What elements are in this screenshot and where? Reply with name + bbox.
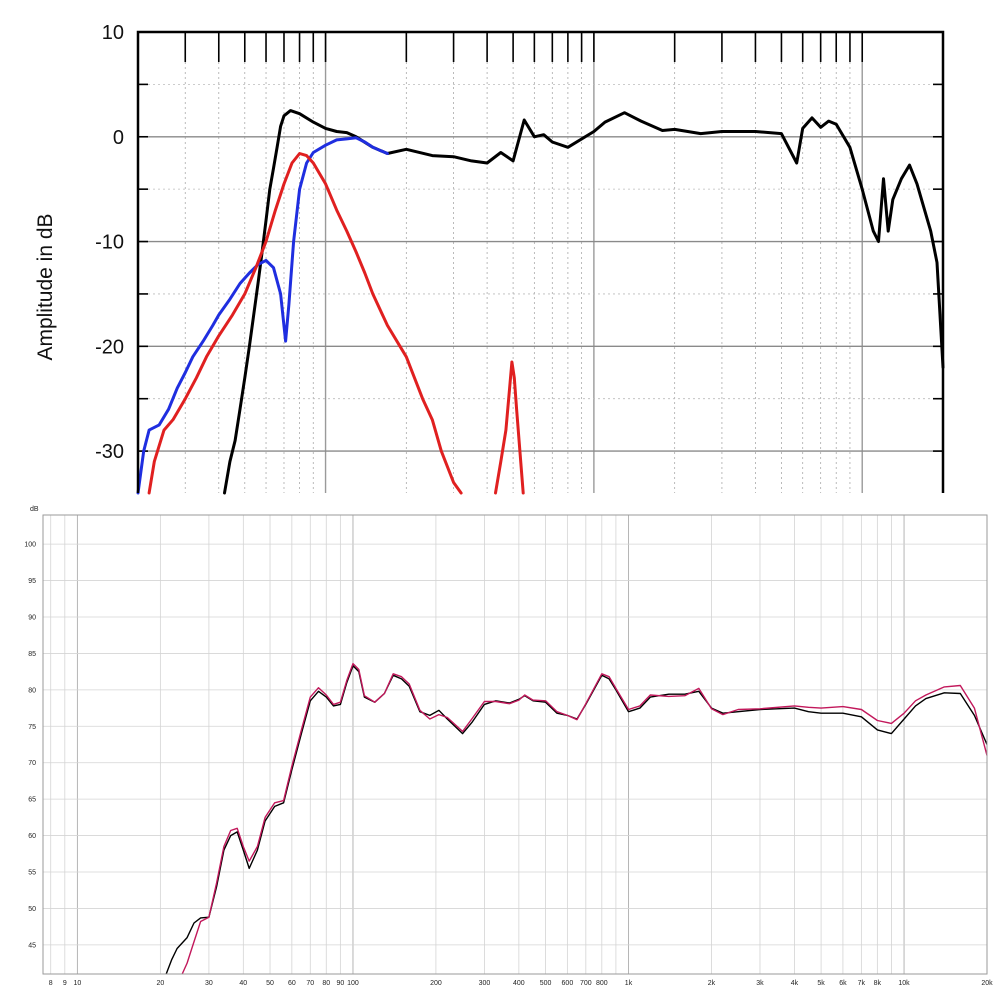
x-tick-label: 4k xyxy=(791,980,799,987)
y-tick-label: 85 xyxy=(28,651,36,658)
y-tick-label: 70 xyxy=(28,760,36,767)
x-tick-label: 400 xyxy=(513,980,525,987)
series-line-2 xyxy=(181,662,988,975)
x-tick-label: 7k xyxy=(858,980,866,987)
x-tick-label: 300 xyxy=(479,980,491,987)
y-tick-label: 0 xyxy=(113,127,124,149)
spl-chart: 100 95 90 85 80 75 70 65 60 55 50 45 8 9 10 20 30 40 50 60… xyxy=(0,497,1000,1000)
y-tick-label: 95 xyxy=(28,578,36,585)
x-tick-label: 8k xyxy=(874,980,882,987)
plot-frame xyxy=(42,514,988,975)
y-tick-label: 80 xyxy=(28,687,36,694)
plot-frame xyxy=(136,30,945,493)
y-axis-label: Amplitude in dB xyxy=(34,213,57,360)
x-tick-label: 10k xyxy=(898,980,910,987)
y-tick-label: 100 xyxy=(24,542,36,549)
x-tick-label: 20k xyxy=(981,980,993,987)
amplitude-chart: 10 0 -10 -20 -30 Amplitude in dB xyxy=(0,0,1000,495)
series-line-4 xyxy=(494,360,525,495)
x-tick-label: 90 xyxy=(336,980,344,987)
y-axis-unit-label: dB xyxy=(30,506,39,513)
y-tick-label: -30 xyxy=(95,441,124,463)
x-tick-label: 10 xyxy=(74,980,82,987)
x-tick-label: 6k xyxy=(839,980,847,987)
x-tick-label: 100 xyxy=(347,980,359,987)
x-tick-label: 50 xyxy=(266,980,274,987)
x-tick-label: 60 xyxy=(288,980,296,987)
y-tick-label: 60 xyxy=(28,833,36,840)
x-tick-label: 2k xyxy=(708,980,716,987)
y-tick-label: 75 xyxy=(28,724,36,731)
x-tick-label: 800 xyxy=(596,980,608,987)
x-tick-label: 70 xyxy=(306,980,314,987)
x-tick-label: 600 xyxy=(562,980,574,987)
x-tick-label: 80 xyxy=(322,980,330,987)
series-line-2 xyxy=(136,136,389,495)
x-tick-label: 500 xyxy=(540,980,552,987)
y-tick-label: 90 xyxy=(28,615,36,622)
y-tick-label: 10 xyxy=(102,22,124,44)
series-line-1 xyxy=(223,109,945,495)
x-tick-label: 5k xyxy=(817,980,825,987)
y-tick-label: 55 xyxy=(28,870,36,877)
x-tick-label: 3k xyxy=(756,980,764,987)
y-tick-label: 45 xyxy=(28,942,36,949)
y-tick-label: -20 xyxy=(95,336,124,358)
y-tick-label: 50 xyxy=(28,906,36,913)
series-line-3 xyxy=(147,152,463,495)
series-line-1 xyxy=(165,665,988,975)
y-tick-label: -10 xyxy=(95,232,124,254)
x-tick-label: 700 xyxy=(580,980,592,987)
y-tick-label: 65 xyxy=(28,797,36,804)
x-tick-label: 200 xyxy=(430,980,442,987)
x-tick-label: 1k xyxy=(625,980,633,987)
x-tick-label: 8 xyxy=(49,980,53,987)
x-tick-label: 20 xyxy=(156,980,164,987)
x-tick-label: 9 xyxy=(63,980,67,987)
x-tick-label: 30 xyxy=(205,980,213,987)
x-tick-label: 40 xyxy=(239,980,247,987)
plot-area-background xyxy=(0,497,1000,1000)
